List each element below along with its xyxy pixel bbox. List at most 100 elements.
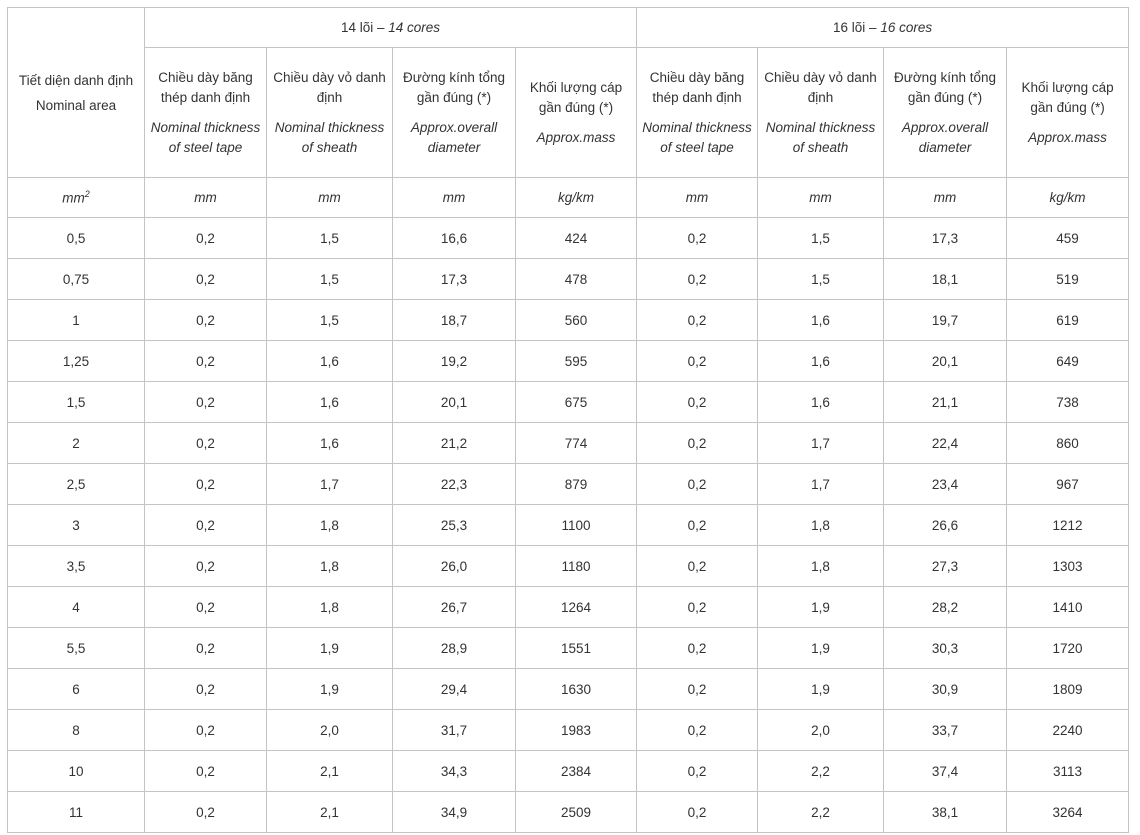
table-cell: 28,9	[392, 627, 516, 669]
table-cell: 0,2	[636, 258, 759, 300]
table-cell: 2,2	[757, 750, 885, 792]
table-cell: 22,4	[883, 422, 1008, 464]
table-cell: 21,1	[883, 381, 1008, 423]
table-row: 1 0,2 1,5 18,7 560 0,2 1,6 19,7 619	[7, 299, 1130, 341]
table-cell: 3264	[1006, 791, 1130, 833]
subheader-en: Approx.overall diameter	[901, 119, 989, 155]
table-cell: 1303	[1006, 545, 1130, 587]
table-cell: 424	[514, 217, 638, 259]
table-cell: 519	[1006, 258, 1130, 300]
table-cell: 2384	[514, 750, 638, 792]
table-row: 1,25 0,2 1,6 19,2 595 0,2 1,6 20,1 649	[7, 340, 1130, 382]
table-cell: 19,7	[883, 299, 1008, 341]
table-cell: 31,7	[392, 709, 516, 751]
table-cell: 0,2	[636, 627, 759, 669]
table-cell: 649	[1006, 340, 1130, 382]
unit-diameter: mm	[883, 177, 1008, 218]
table-cell: 0,2	[144, 791, 267, 833]
table-cell: 26,7	[392, 586, 516, 628]
group-16-en: 16 cores	[880, 20, 933, 35]
table-cell: 4	[7, 586, 145, 628]
table-cell: 3	[7, 504, 145, 546]
table-cell: 619	[1006, 299, 1130, 341]
table-cell: 1,8	[757, 545, 885, 587]
subheader-g2-col-2: Chiều dày vỏ danh định Nominal thickness …	[757, 47, 885, 178]
table-cell: 28,2	[883, 586, 1008, 628]
table-cell: 0,2	[636, 545, 759, 587]
table-cell: 0,2	[636, 750, 759, 792]
table-cell: 1,8	[266, 504, 393, 546]
table-cell: 33,7	[883, 709, 1008, 751]
table-cell: 1,8	[266, 586, 393, 628]
table-cell: 560	[514, 299, 638, 341]
table-cell: 1,9	[757, 627, 885, 669]
table-cell: 0,2	[636, 422, 759, 464]
table-cell: 10	[7, 750, 145, 792]
table-cell: 0,2	[636, 668, 759, 710]
table-cell: 38,1	[883, 791, 1008, 833]
subheader-vi: Chiều dày băng thép danh định	[158, 69, 253, 105]
table-cell: 0,2	[144, 627, 267, 669]
table-row: 5,5 0,2 1,9 28,9 1551 0,2 1,9 30,3 1720	[7, 627, 1130, 669]
table-cell: 29,4	[392, 668, 516, 710]
table-cell: 2,0	[757, 709, 885, 751]
subheader-en: Nominal thickness of sheath	[765, 119, 876, 155]
table-cell: 967	[1006, 463, 1130, 505]
subheader-en: Approx.mass	[1028, 129, 1107, 145]
unit-diameter: mm	[392, 177, 516, 218]
subheader-en: Nominal thickness of sheath	[274, 119, 385, 155]
table-cell: 675	[514, 381, 638, 423]
table-cell: 2,1	[266, 791, 393, 833]
table-cell: 2509	[514, 791, 638, 833]
table-cell: 1,5	[7, 381, 145, 423]
table-cell: 2	[7, 422, 145, 464]
table-cell: 0,2	[636, 586, 759, 628]
group-14-vi: 14 lõi –	[340, 20, 385, 35]
table-cell: 0,2	[144, 381, 267, 423]
table-cell: 1264	[514, 586, 638, 628]
table-cell: 20,1	[883, 340, 1008, 382]
header-nominal-area: Tiết diện danh định Nominal area	[7, 7, 145, 178]
table-cell: 0,2	[144, 340, 267, 382]
table-cell: 1,5	[266, 258, 393, 300]
table-cell: 8	[7, 709, 145, 751]
table-cell: 3,5	[7, 545, 145, 587]
table-cell: 26,6	[883, 504, 1008, 546]
table-row: 8 0,2 2,0 31,7 1983 0,2 2,0 33,7 2240	[7, 709, 1130, 751]
table-cell: 17,3	[883, 217, 1008, 259]
subheader-g1-col-1: Chiều dày băng thép danh định Nominal thi…	[144, 47, 267, 178]
table-cell: 1,6	[757, 299, 885, 341]
table-row: 1,5 0,2 1,6 20,1 675 0,2 1,6 21,1 738	[7, 381, 1130, 423]
table-cell: 0,2	[144, 422, 267, 464]
table-cell: 26,0	[392, 545, 516, 587]
table-cell: 1983	[514, 709, 638, 751]
subheader-vi: Khối lượng cáp gần đúng (*)	[1021, 79, 1114, 115]
table-cell: 2,1	[266, 750, 393, 792]
table-cell: 459	[1006, 217, 1130, 259]
subheader-en: Nominal thickness of steel tape	[150, 119, 261, 155]
table-cell: 30,3	[883, 627, 1008, 669]
subheader-vi: Đường kính tổng gần đúng (*)	[403, 69, 505, 105]
table-cell: 0,2	[144, 217, 267, 259]
subheader-g2-col-1: Chiều dày băng thép danh định Nominal thi…	[636, 47, 759, 178]
table-cell: 21,2	[392, 422, 516, 464]
unit-sheath: mm	[266, 177, 393, 218]
table-cell: 1,6	[757, 381, 885, 423]
table-cell: 1,5	[757, 217, 885, 259]
cable-spec-table: Tiết diện danh định Nominal area 14 lõi …	[7, 7, 1130, 833]
table-row: 2 0,2 1,6 21,2 774 0,2 1,7 22,4 860	[7, 422, 1130, 464]
table-cell: 1,9	[266, 668, 393, 710]
table-row: 6 0,2 1,9 29,4 1630 0,2 1,9 30,9 1809	[7, 668, 1130, 710]
table-row: 10 0,2 2,1 34,3 2384 0,2 2,2 37,4 3113	[7, 750, 1130, 792]
unit-mass: kg/km	[514, 177, 638, 218]
header-nominal-area-vi: Tiết diện danh định	[18, 72, 134, 88]
subheader-vi: Đường kính tổng gần đúng (*)	[894, 69, 996, 105]
table-cell: 1630	[514, 668, 638, 710]
table-cell: 0,2	[636, 381, 759, 423]
table-cell: 2,5	[7, 463, 145, 505]
table-cell: 1,6	[757, 340, 885, 382]
table-cell: 0,2	[144, 545, 267, 587]
table-cell: 1,5	[266, 217, 393, 259]
table-cell: 20,1	[392, 381, 516, 423]
table-cell: 0,2	[144, 299, 267, 341]
